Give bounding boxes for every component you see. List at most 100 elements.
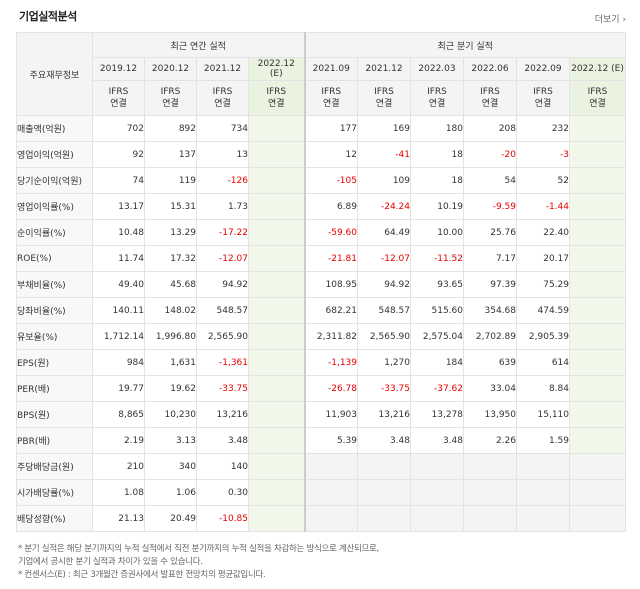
table-cell: 92 — [92, 141, 145, 168]
ifrs-label: IFRS 연결 — [357, 80, 411, 116]
table-row: 주당배당금(원) 210 340 140 — [16, 453, 626, 480]
table-cell — [248, 349, 305, 376]
consolidated-text: 연결 — [481, 99, 499, 109]
table-cell: 33.04 — [463, 375, 517, 402]
table-cell: 18 — [410, 141, 464, 168]
table-cell — [248, 219, 305, 246]
table-cell: 340 — [144, 453, 197, 480]
table-cell: -1.44 — [516, 193, 570, 220]
consolidated-text: 연결 — [110, 99, 127, 109]
table-cell: 0.30 — [196, 479, 249, 506]
table-cell: 984 — [92, 349, 145, 376]
ifrs-label: IFRS 연결 — [410, 80, 464, 116]
table-cell: 54 — [463, 167, 517, 194]
table-cell: 140.11 — [92, 297, 145, 324]
table-cell: 2,575.04 — [410, 323, 464, 350]
table-cell — [569, 479, 626, 506]
table-cell — [410, 453, 464, 480]
period-header: 2022.03 — [410, 57, 464, 81]
row-label: 영업이익률(%) — [16, 193, 93, 220]
table-cell — [463, 505, 517, 532]
table-cell: -21.81 — [303, 245, 358, 272]
table-cell — [248, 401, 305, 428]
row-label: EPS(원) — [16, 349, 93, 376]
table-cell: 1,996.80 — [144, 323, 197, 350]
table-cell: 2.19 — [92, 427, 145, 454]
table-cell: 180 — [410, 115, 464, 142]
table-cell: -3 — [516, 141, 570, 168]
table-cell — [569, 193, 626, 220]
table-cell: -17.22 — [196, 219, 249, 246]
ifrs-text: IFRS — [266, 87, 287, 97]
footnote: * 컨센서스(E) : 최근 3개월간 증권사에서 발표한 전망치의 평균값입니… — [18, 570, 266, 580]
period-header: 2022.06 — [463, 57, 517, 81]
table-cell — [248, 297, 305, 324]
table-cell: 734 — [196, 115, 249, 142]
row-label: PER(배) — [16, 375, 93, 402]
table-cell: 3.13 — [144, 427, 197, 454]
period-header: 2019.12 — [92, 57, 145, 81]
table-cell — [569, 245, 626, 272]
table-cell: 184 — [410, 349, 464, 376]
table-cell: 93.65 — [410, 271, 464, 298]
footnote: * 분기 실적은 해당 분기까지의 누적 실적에서 직전 분기까지의 누적 실적… — [18, 544, 379, 554]
ifrs-label: IFRS 연결 — [144, 80, 197, 116]
table-cell: 11,903 — [303, 401, 358, 428]
table-cell: 25.76 — [463, 219, 517, 246]
table-row: 순이익률(%) 10.48 13.29 -17.22 -59.60 64.49 10.00 2… — [16, 219, 626, 246]
table-cell — [463, 453, 517, 480]
table-cell: 137 — [144, 141, 197, 168]
table-cell — [569, 167, 626, 194]
consolidated-text: 연결 — [375, 99, 393, 109]
ifrs-label: IFRS 연결 — [248, 80, 305, 116]
table-cell — [463, 479, 517, 506]
table-cell: 6.89 — [303, 193, 358, 220]
ifrs-label: IFRS 연결 — [516, 80, 570, 116]
consolidated-text: 연결 — [322, 99, 340, 109]
table-cell — [516, 453, 570, 480]
table-cell: 15,110 — [516, 401, 570, 428]
section-header: 기업실적분석 더보기 › — [0, 0, 640, 30]
table-cell: 3.48 — [196, 427, 249, 454]
row-header-label: 주요재무정보 — [16, 32, 93, 116]
table-cell: 1,712.14 — [92, 323, 145, 350]
table-cell — [357, 505, 411, 532]
table-row: 부채비율(%) 49.40 45.68 94.92 108.95 94.92 93.65 97… — [16, 271, 626, 298]
table-cell: 354.68 — [463, 297, 517, 324]
consolidated-text: 연결 — [267, 99, 285, 109]
ifrs-label: IFRS 연결 — [569, 80, 626, 116]
table-cell: 94.92 — [196, 271, 249, 298]
table-cell: 702 — [92, 115, 145, 142]
row-label: 배당성향(%) — [16, 505, 93, 532]
ifrs-text: IFRS — [321, 87, 342, 97]
table-cell — [248, 427, 305, 454]
table-cell: 13.17 — [92, 193, 145, 220]
table-cell: -33.75 — [196, 375, 249, 402]
table-cell: 614 — [516, 349, 570, 376]
table-cell — [303, 479, 358, 506]
table-row: BPS(원) 8,865 10,230 13,216 11,903 13,216 13,27… — [16, 401, 626, 428]
table-cell: -1,139 — [303, 349, 358, 376]
table-cell: 19.62 — [144, 375, 197, 402]
table-cell: 49.40 — [92, 271, 145, 298]
table-cell — [248, 245, 305, 272]
row-label: 순이익률(%) — [16, 219, 93, 246]
table-cell: 18 — [410, 167, 464, 194]
ifrs-text: IFRS — [427, 87, 447, 97]
table-cell: 10.48 — [92, 219, 145, 246]
table-cell: 2,311.82 — [303, 323, 358, 350]
table-cell — [569, 453, 626, 480]
table-row: 유보율(%) 1,712.14 1,996.80 2,565.90 2,311.82 2,… — [16, 323, 626, 350]
period-header: 2022.12 (E) — [248, 57, 305, 81]
ifrs-text: IFRS — [374, 87, 394, 97]
table-cell: 13 — [196, 141, 249, 168]
table-row: PBR(배) 2.19 3.13 3.48 5.39 3.48 3.48 2.26 1.59 — [16, 427, 626, 454]
table-cell: -41 — [357, 141, 411, 168]
more-link[interactable]: 더보기 › — [594, 15, 626, 25]
consolidated-text: 연결 — [162, 99, 179, 109]
table-cell — [516, 505, 570, 532]
table-cell — [248, 167, 305, 194]
ifrs-text: IFRS — [587, 87, 608, 97]
ifrs-text: IFRS — [160, 87, 181, 97]
table-cell: 3.48 — [410, 427, 464, 454]
